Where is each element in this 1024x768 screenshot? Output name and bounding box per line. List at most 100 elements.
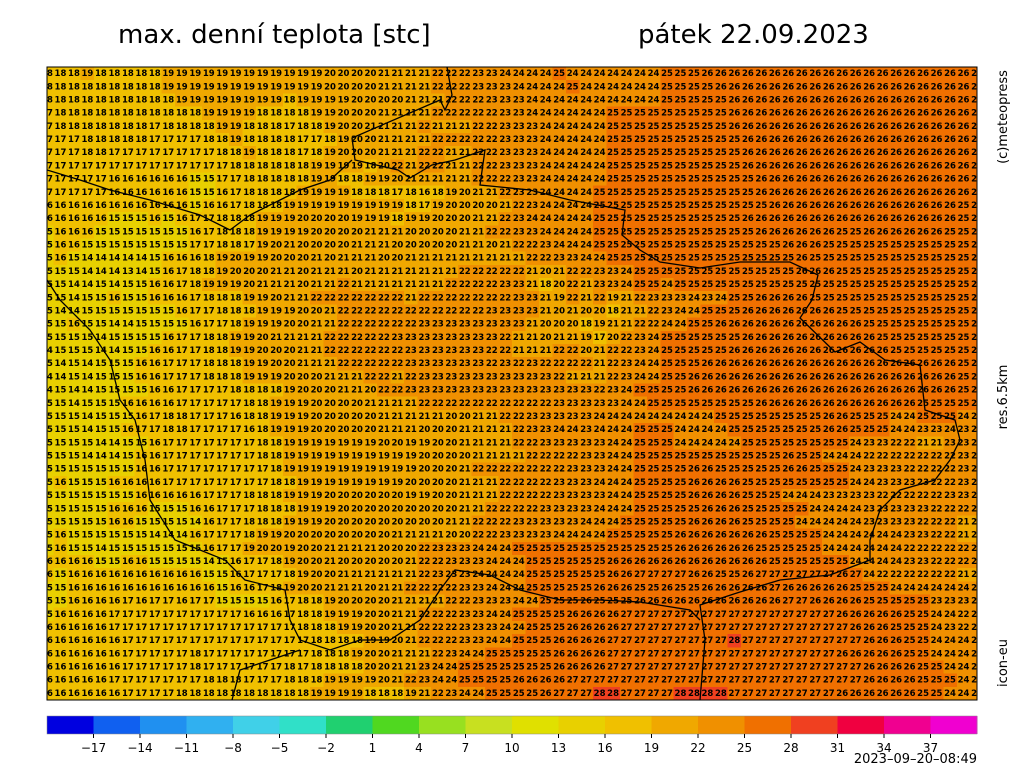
cell-bg [902,80,917,94]
cell-value: 25 [675,267,687,277]
cell-value: 24 [580,188,592,198]
cell-value: 14 [122,254,134,264]
cell-value: 22 [378,293,390,303]
cell-value: 17 [203,241,215,251]
cell-value: 21 [351,372,363,382]
cell-value: 17 [203,306,215,316]
cell-value: 25 [634,148,646,158]
cell-value: 21 [418,95,430,105]
cell-value: 19 [257,241,269,251]
cell-value: 19 [216,122,228,132]
cell-value: 21 [338,267,350,277]
cell-value: 16 [108,201,120,211]
cell-value: 19 [176,82,188,92]
cell-value: 19 [243,333,255,343]
cell-value: 26 [755,359,767,369]
cell-value: 26 [809,359,821,369]
cell-value: 22 [540,254,552,264]
cell-value: 26 [904,161,916,171]
cell-value: 20 [297,320,309,330]
cell-value: 22 [499,188,511,198]
cell-value: 18 [270,122,282,132]
cell-value: 24 [526,214,538,224]
cell-value: 23 [661,306,673,316]
cell-value: 25 [648,280,660,290]
cell-value: 17 [230,201,242,211]
cell-value: 25 [958,280,970,290]
cell-value: 22 [351,293,363,303]
cell-value: 26 [769,333,781,343]
cell-value: 18 [270,175,282,185]
cell-value: 26 [850,320,862,330]
cell-value: 21 [526,333,538,343]
cell-value: 24 [553,135,565,145]
cell-value: 18 [176,109,188,119]
cell-value: 25 [675,214,687,224]
cell-value: 26 [863,82,875,92]
cell-value: 22 [459,109,471,119]
cell-bg [228,67,243,81]
cell-value: 15 [162,320,174,330]
cell-value: 20 [324,241,336,251]
cell-value: 24 [580,135,592,145]
cell-value: 17 [68,161,80,171]
cell-value: 26 [809,109,821,119]
cell-value: 19 [230,135,242,145]
cell-value: 25 [634,241,646,251]
cell-value: 20 [365,135,377,145]
cell-value: 19 [203,69,215,79]
cell-value: 16 [55,241,67,251]
cell-bg [471,80,486,94]
cell-value: 26 [877,346,889,356]
cell-value: 25 [917,320,929,330]
cell-value: 17 [108,148,120,158]
cell-value: 19 [580,333,592,343]
cell-value: 21 [472,254,484,264]
cell-bg [67,80,82,94]
cell-value: 17 [189,372,201,382]
cell-bg [417,93,432,108]
cell-value: 25 [904,333,916,343]
cell-value: 23 [432,346,444,356]
cell-value: 18 [257,188,269,198]
cell-value: 22 [378,320,390,330]
cell-bg [916,67,931,81]
cell-value: 20 [365,82,377,92]
cell-value: 18 [216,148,228,158]
cell-bg [107,80,122,94]
cell-value: 26 [890,148,902,158]
cell-value: 26 [931,188,943,198]
cell-value: 20 [580,306,592,316]
cell-bg [875,80,890,94]
cell-value: 25 [607,254,619,264]
cell-bg [619,80,634,94]
cell-value: 16 [55,201,67,211]
cell-value: 25 [836,227,848,237]
cell-value: 25 [958,293,970,303]
cell-value: 17 [176,359,188,369]
cell-value: 25 [621,135,633,145]
cell-bg [161,106,176,121]
cell-value: 18 [122,122,134,132]
cell-value: 17 [162,148,174,158]
cell-bg [727,106,742,121]
cell-value: 20 [324,254,336,264]
cell-bg [282,67,297,81]
cell-value: 25 [863,254,875,264]
cell-value: 16 [55,214,67,224]
cell-value: 25 [890,241,902,251]
cell-bg [53,80,68,94]
cell-value: 26 [850,95,862,105]
cell-value: 26 [917,148,929,158]
cell-value: 24 [594,161,606,171]
cell-value: 24 [567,122,579,132]
cell-value: 16 [176,293,188,303]
cell-value: 25 [634,188,646,198]
cell-value: 25 [931,306,943,316]
cell-value: 21 [513,333,525,343]
cell-value: 15 [162,227,174,237]
cell-value: 18 [405,188,417,198]
cell-value: 25 [675,227,687,237]
cell-value: 21 [351,241,363,251]
cell-value: 18 [95,148,107,158]
